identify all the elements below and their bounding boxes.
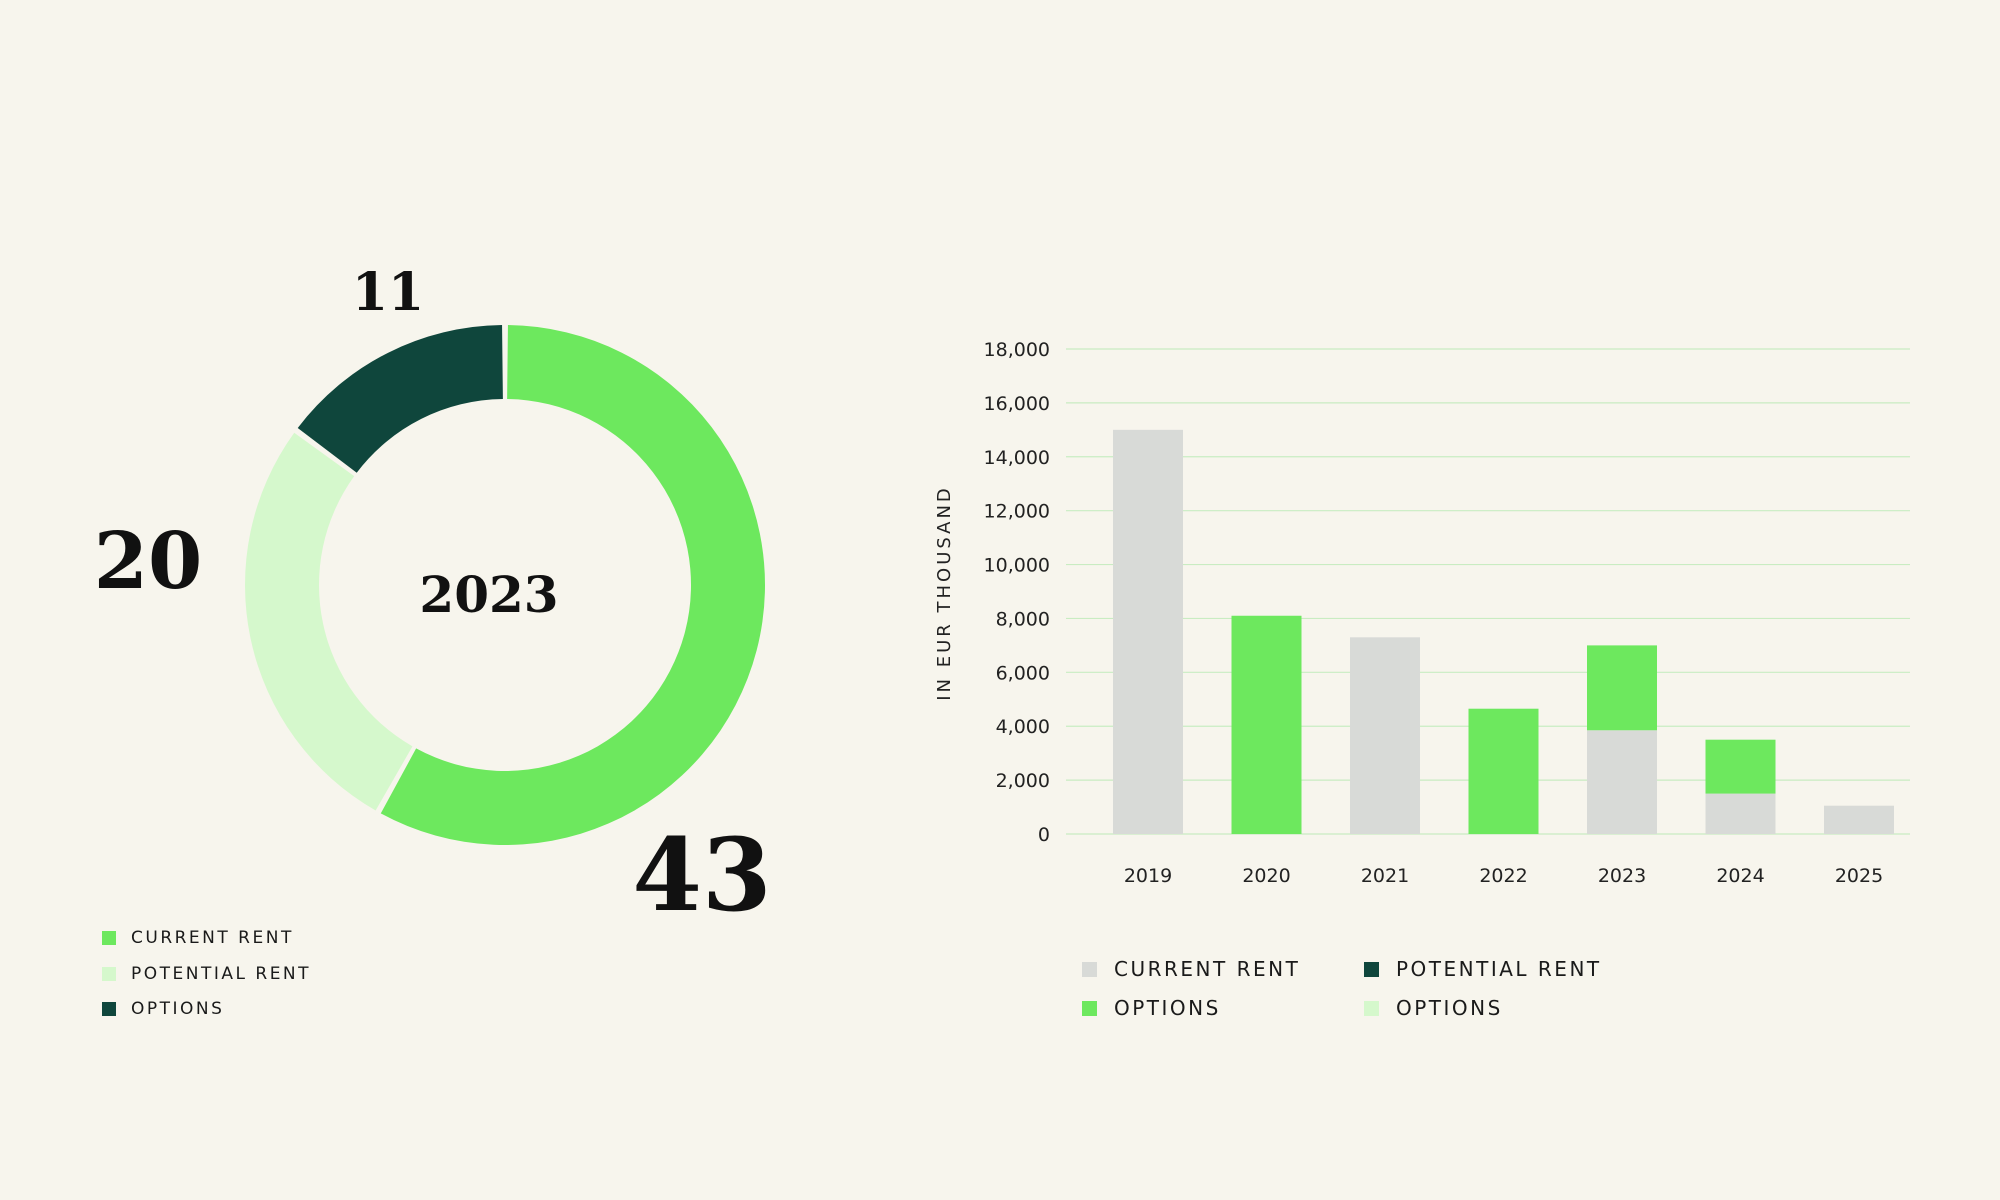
donut-value-potential-rent: 20 <box>94 516 203 607</box>
legend-label: OPTIONS <box>1396 996 1503 1020</box>
y-tick-label: 12,000 <box>984 501 1050 523</box>
bar-current-rent-2024 <box>1705 793 1776 834</box>
donut-value-current-rent: 43 <box>632 816 771 934</box>
y-tick-label: 2,000 <box>996 770 1050 792</box>
x-tick-label: 2022 <box>1479 865 1527 887</box>
bar-x-tick-labels: 2019 2020 2021 2022 2023 2024 2025 <box>1124 865 1883 887</box>
legend-label: CURRENT RENT <box>1114 957 1301 981</box>
y-tick-label: 18,000 <box>984 339 1050 361</box>
bar-y-tick-labels: 0 2,000 4,000 6,000 8,000 10,000 12,000 14,000 1… <box>984 339 1050 846</box>
legend-swatch <box>102 931 116 945</box>
bar-current-rent-2019 <box>1113 429 1183 834</box>
bar-options-2024 <box>1705 739 1776 794</box>
x-tick-label: 2020 <box>1242 865 1290 887</box>
x-tick-label: 2024 <box>1716 865 1764 887</box>
legend-swatch <box>1364 1000 1379 1016</box>
y-axis-title: IN EUR THOUSAND <box>934 485 955 701</box>
bar-current-rent-2025 <box>1824 805 1894 834</box>
bar-legend-item-potential-rent: POTENTIAL RENT <box>1364 957 1602 981</box>
legend-swatch <box>102 1002 116 1016</box>
legend-swatch <box>1364 961 1379 977</box>
legend-swatch <box>102 967 116 981</box>
donut-value-options: 11 <box>352 262 424 323</box>
y-tick-label: 16,000 <box>984 393 1050 415</box>
bar-options-2020 <box>1231 615 1302 834</box>
y-tick-label: 6,000 <box>996 662 1050 684</box>
bar-options-2022 <box>1468 708 1539 834</box>
y-tick-label: 8,000 <box>996 608 1050 630</box>
legend-label: OPTIONS <box>1114 996 1221 1020</box>
donut-legend-item-potential-rent: POTENTIAL RENT <box>102 964 311 984</box>
bar-legend-item-options-light: OPTIONS <box>1364 996 1503 1020</box>
donut-legend-item-options: OPTIONS <box>102 999 224 1019</box>
y-tick-label: 4,000 <box>996 716 1050 738</box>
x-tick-label: 2023 <box>1598 865 1646 887</box>
legend-label: POTENTIAL RENT <box>1396 957 1602 981</box>
legend-label: CURRENT RENT <box>131 928 294 948</box>
y-tick-label: 0 <box>1038 824 1050 846</box>
donut-center-label: 2023 <box>419 565 558 624</box>
y-tick-label: 10,000 <box>984 555 1050 577</box>
donut-slice-current-rent <box>380 325 766 845</box>
donut-legend-item-current-rent: CURRENT RENT <box>102 928 294 948</box>
bar-options-2023 <box>1587 645 1657 731</box>
legend-swatch <box>1082 1000 1097 1016</box>
donut-slices <box>244 325 766 845</box>
x-tick-label: 2025 <box>1835 865 1883 887</box>
legend-label: OPTIONS <box>131 999 225 1019</box>
donut-chart: 2023 11 20 43 <box>94 262 772 934</box>
x-tick-label: 2021 <box>1361 865 1409 887</box>
bar-legend-item-options: OPTIONS <box>1082 996 1221 1020</box>
legend-swatch <box>1082 961 1097 977</box>
bar-current-rent-2023 <box>1587 730 1657 834</box>
legend-label: POTENTIAL RENT <box>131 964 312 984</box>
donut-slice-options <box>297 325 503 473</box>
donut-slice-potential-rent <box>244 432 413 811</box>
x-tick-label: 2019 <box>1124 865 1172 887</box>
y-tick-label: 14,000 <box>984 447 1050 469</box>
bar-bars <box>1113 429 1894 834</box>
bar-current-rent-2021 <box>1350 637 1420 834</box>
bar-legend-item-current-rent: CURRENT RENT <box>1082 957 1300 981</box>
